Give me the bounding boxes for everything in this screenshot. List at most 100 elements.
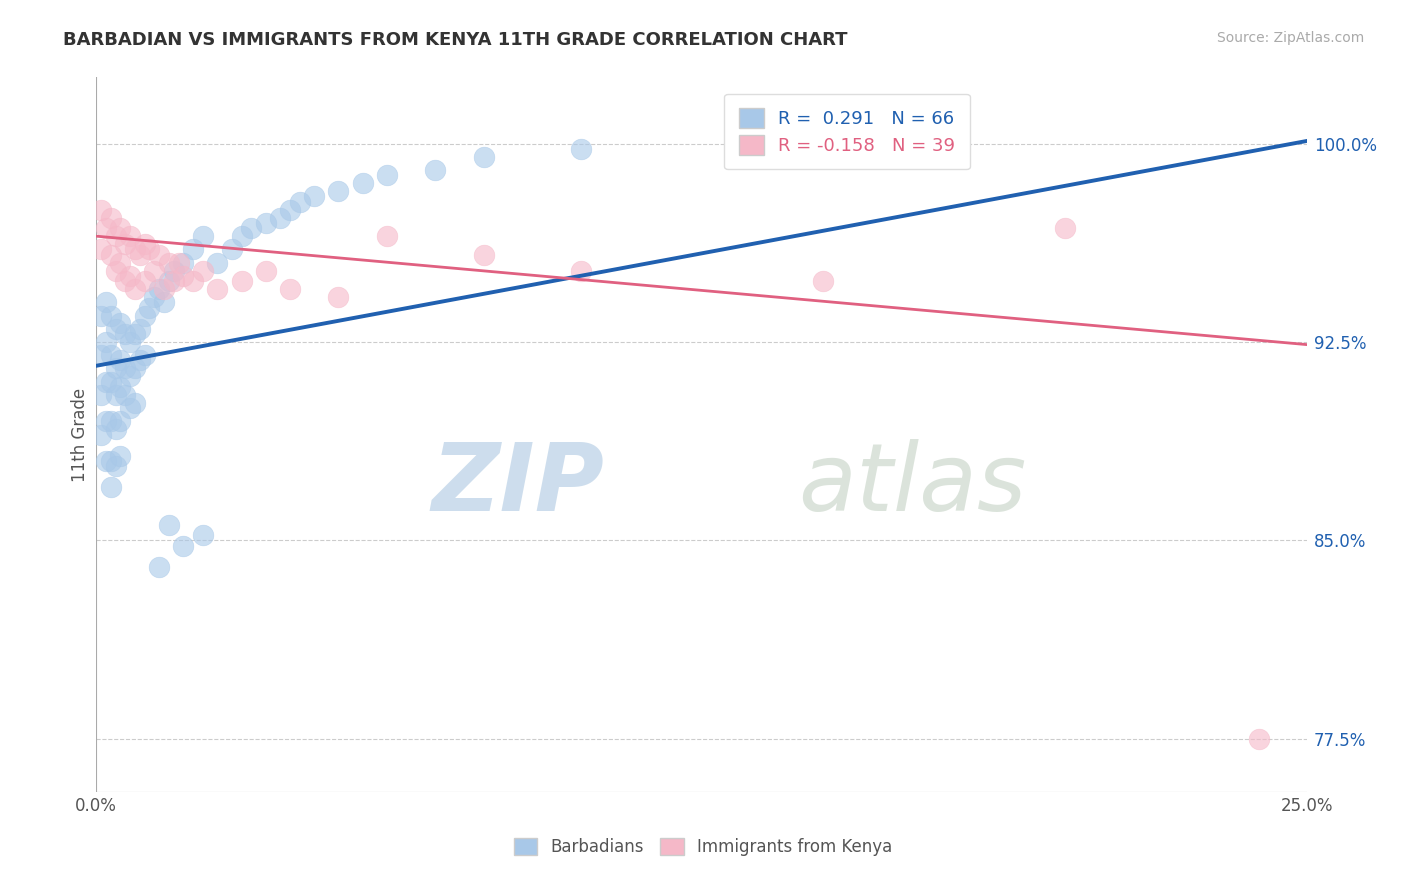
Point [157, 517, 180, 532]
Point [328, 290, 350, 304]
Point [172, 539, 194, 553]
Point [138, 301, 160, 315]
Point [172, 255, 194, 269]
Text: Source: ZipAtlas.com: Source: ZipAtlas.com [1216, 31, 1364, 45]
Point [254, 263, 277, 277]
Point [110, 380, 132, 394]
Point [94, 334, 117, 349]
Text: ZIP: ZIP [432, 439, 605, 531]
Point [148, 559, 170, 574]
Text: BARBADIAN VS IMMIGRANTS FROM KENYA 11TH GRADE CORRELATION CHART: BARBADIAN VS IMMIGRANTS FROM KENYA 11TH … [63, 31, 848, 49]
Y-axis label: 11th Grade: 11th Grade [72, 387, 89, 482]
Point [90, 309, 112, 323]
Point [269, 211, 291, 225]
Point [288, 194, 311, 209]
Point [110, 317, 132, 331]
Point [124, 326, 146, 341]
Point [181, 274, 204, 288]
Point [114, 274, 136, 288]
Point [157, 274, 180, 288]
Point [278, 282, 301, 296]
Point [100, 454, 122, 468]
Point [100, 211, 122, 225]
Point [110, 414, 132, 428]
Point [569, 263, 592, 277]
Point [90, 243, 112, 257]
Point [110, 221, 132, 235]
Point [352, 176, 374, 190]
Point [114, 237, 136, 252]
Point [143, 290, 166, 304]
Point [1247, 731, 1270, 746]
Point [120, 268, 142, 283]
Point [94, 414, 117, 428]
Point [94, 375, 117, 389]
Point [94, 295, 117, 310]
Point [104, 229, 127, 244]
Point [221, 243, 243, 257]
Point [100, 248, 122, 262]
Point [302, 189, 325, 203]
Point [375, 229, 398, 244]
Point [114, 326, 136, 341]
Point [120, 401, 142, 416]
Point [120, 229, 142, 244]
Point [104, 388, 127, 402]
Point [191, 263, 214, 277]
Point [104, 361, 127, 376]
Point [124, 243, 146, 257]
Point [100, 375, 122, 389]
Point [120, 369, 142, 384]
Point [100, 480, 122, 494]
Point [143, 263, 166, 277]
Point [328, 184, 350, 198]
Point [100, 414, 122, 428]
Point [128, 248, 150, 262]
Point [148, 248, 170, 262]
Point [153, 282, 176, 296]
Point [124, 396, 146, 410]
Point [128, 353, 150, 368]
Point [191, 229, 214, 244]
Point [124, 282, 146, 296]
Point [207, 255, 229, 269]
Point [90, 427, 112, 442]
Point [134, 237, 156, 252]
Point [110, 255, 132, 269]
Point [163, 274, 186, 288]
Point [207, 282, 229, 296]
Point [472, 150, 495, 164]
Point [94, 221, 117, 235]
Point [90, 348, 112, 362]
Point [472, 248, 495, 262]
Text: atlas: atlas [799, 439, 1026, 530]
Point [128, 322, 150, 336]
Point [114, 388, 136, 402]
Point [1053, 221, 1076, 235]
Point [240, 221, 263, 235]
Point [148, 282, 170, 296]
Point [181, 243, 204, 257]
Point [375, 169, 398, 183]
Point [153, 295, 176, 310]
Point [120, 334, 142, 349]
Point [94, 454, 117, 468]
Point [172, 268, 194, 283]
Point [278, 202, 301, 217]
Point [124, 361, 146, 376]
Point [110, 353, 132, 368]
Point [100, 348, 122, 362]
Point [254, 216, 277, 230]
Point [110, 449, 132, 463]
Point [114, 361, 136, 376]
Point [90, 388, 112, 402]
Point [425, 163, 447, 178]
Point [811, 274, 834, 288]
Point [231, 274, 253, 288]
Point [100, 309, 122, 323]
Point [104, 322, 127, 336]
Point [231, 229, 253, 244]
Point [167, 255, 190, 269]
Point [157, 255, 180, 269]
Legend: R =  0.291   N = 66, R = -0.158   N = 39: R = 0.291 N = 66, R = -0.158 N = 39 [724, 94, 970, 169]
